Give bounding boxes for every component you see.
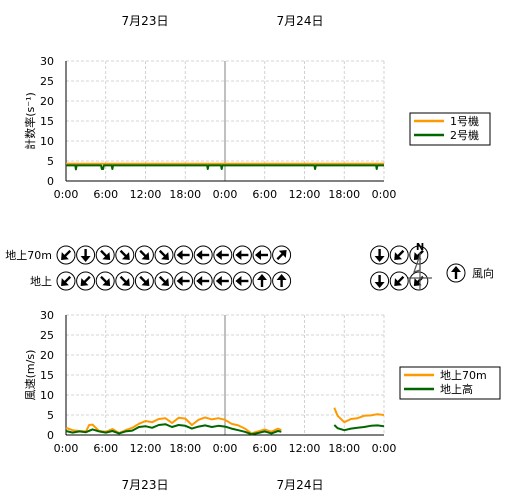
wind-arrow-icon <box>389 245 409 265</box>
wind-arrow-icon <box>76 245 96 265</box>
date-label-bottom-1: 7月23日 <box>122 478 169 492</box>
x-tick-label: 12:00 <box>130 188 162 201</box>
wind-speed-legend: 地上70m 地上高 <box>399 366 501 400</box>
wind-arrow-icon <box>134 245 154 265</box>
x-tick-label: 6:00 <box>252 188 277 201</box>
y-tick-label: 15 <box>40 115 54 128</box>
y-tick-label: 5 <box>47 155 54 168</box>
wind-direction-arrows <box>56 245 429 291</box>
wind-arrow-icon <box>56 245 76 265</box>
y-tick-label: 20 <box>40 95 54 108</box>
y-tick-label: 20 <box>40 349 54 362</box>
north-arrow-icon: N <box>408 242 432 290</box>
wind-arrow-icon <box>213 245 233 265</box>
wind-row-label-ground: 地上 <box>30 275 52 288</box>
series-line-2 <box>333 424 385 432</box>
wind-arrow-icon <box>174 245 194 265</box>
x-tick-label: 18:00 <box>169 188 201 201</box>
series-line-1 <box>65 416 282 435</box>
wind-arrow-icon <box>232 271 252 291</box>
wind-speed-chart: 0 5 10 15 20 25 30 0:00 6:00 12:00 18:00 0:00 6:00 12… <box>24 309 396 455</box>
wind-direction-legend-label: 風向 <box>472 266 494 280</box>
wind-arrow-icon <box>76 271 96 291</box>
x-tick-label: 18:00 <box>169 442 201 455</box>
count-rate-chart: 0 5 10 15 20 25 30 0:00 6:00 12:00 18:00 0:00 6:00 12… <box>23 55 396 201</box>
wind-arrow-icon <box>193 271 213 291</box>
y-tick-label: 30 <box>40 55 54 68</box>
wind-arrow-icon <box>115 245 135 265</box>
wind-arrow-icon <box>154 271 174 291</box>
x-tick-label: 0:00 <box>372 188 397 201</box>
x-tick-label: 6:00 <box>93 442 118 455</box>
x-tick-label: 12:00 <box>130 442 162 455</box>
wind-arrow-icon <box>134 271 154 291</box>
x-tick-label: 6:00 <box>252 442 277 455</box>
x-tick-label: 0:00 <box>54 188 79 201</box>
y-axis-label: 風速(m/s) <box>24 350 37 401</box>
x-tick-label: 12:00 <box>289 188 321 201</box>
x-tick-label: 0:00 <box>54 442 79 455</box>
count-rate-legend: 1号機 2号機 <box>409 112 491 146</box>
north-label: N <box>416 242 424 253</box>
x-tick-label: 0:00 <box>213 188 238 201</box>
y-tick-label: 0 <box>47 429 54 442</box>
wind-arrow-icon <box>193 245 213 265</box>
y-tick-label: 30 <box>40 309 54 322</box>
wind-arrow-icon <box>115 271 135 291</box>
wind-arrow-icon <box>213 271 233 291</box>
x-tick-label: 18:00 <box>328 188 360 201</box>
wind-arrow-icon <box>56 271 76 291</box>
legend-label-ground: 地上高 <box>440 382 473 396</box>
wind-arrow-icon <box>95 271 115 291</box>
wind-arrow-icon <box>272 245 292 265</box>
wind-arrow-icon <box>272 271 292 291</box>
legend-label-unit2: 2号機 <box>450 128 479 142</box>
x-tick-label: 18:00 <box>328 442 360 455</box>
wind-arrow-icon <box>232 245 252 265</box>
series-line-2 <box>65 423 282 436</box>
date-label-top-1: 7月23日 <box>122 14 169 28</box>
y-tick-label: 10 <box>40 389 54 402</box>
date-label-bottom-2: 7月24日 <box>277 478 324 492</box>
wind-arrow-icon <box>252 245 272 265</box>
wind-arrow-icon <box>174 271 194 291</box>
y-tick-label: 0 <box>47 175 54 188</box>
x-tick-label: 12:00 <box>289 442 321 455</box>
series-line-2 <box>66 164 384 171</box>
y-tick-label: 25 <box>40 75 54 88</box>
wind-direction-legend-arrow-icon <box>446 263 466 283</box>
wind-arrow-icon <box>370 271 390 291</box>
date-label-top-2: 7月24日 <box>277 14 324 28</box>
y-tick-label: 10 <box>40 135 54 148</box>
y-tick-label: 5 <box>47 409 54 422</box>
y-tick-label: 15 <box>40 369 54 382</box>
wind-arrow-icon <box>370 245 390 265</box>
x-tick-label: 0:00 <box>372 442 397 455</box>
wind-arrow-icon <box>154 245 174 265</box>
legend-label-70m: 地上70m <box>440 369 487 382</box>
y-tick-label: 25 <box>40 329 54 342</box>
legend-arrow-icon <box>446 263 466 283</box>
x-tick-label: 0:00 <box>213 442 238 455</box>
wind-row-label-70m: 地上70m <box>5 249 52 262</box>
wind-arrow-icon <box>389 271 409 291</box>
wind-arrow-icon <box>95 245 115 265</box>
wind-arrow-icon <box>409 271 429 291</box>
legend-label-unit1: 1号機 <box>450 114 479 128</box>
wind-arrow-icon <box>252 271 272 291</box>
x-tick-label: 6:00 <box>93 188 118 201</box>
series-line-1 <box>333 407 385 424</box>
y-axis-label: 計数率(s⁻¹) <box>23 92 37 150</box>
